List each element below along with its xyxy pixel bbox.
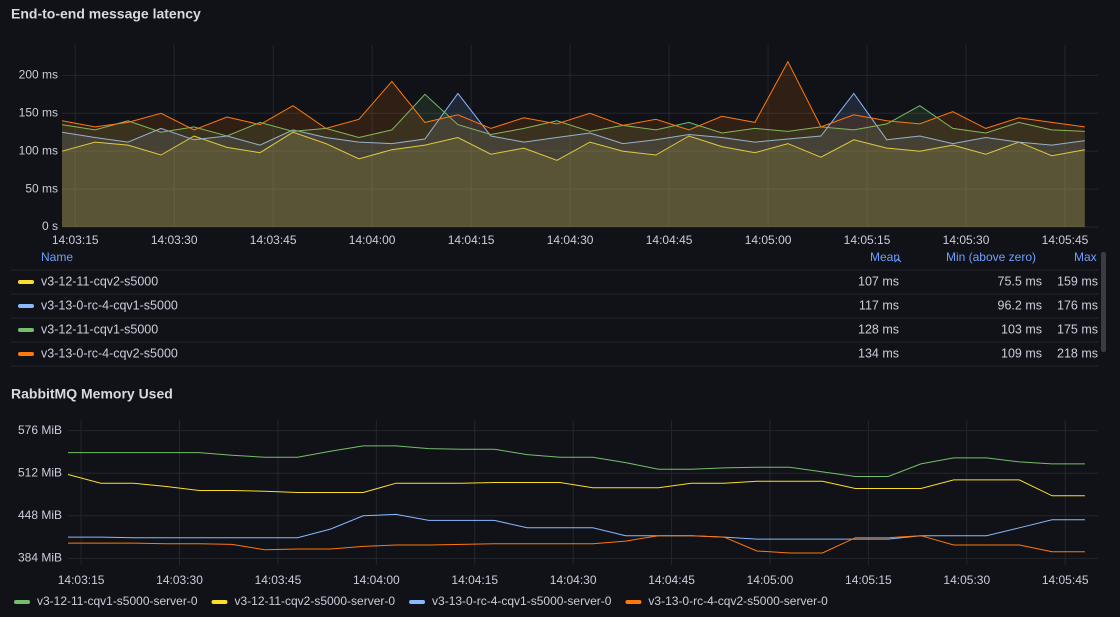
legend-min: 109 ms — [1001, 346, 1042, 360]
x-tick-label: 14:05:45 — [1042, 573, 1089, 587]
y-tick-label: 512 MiB — [18, 465, 62, 479]
y-tick-label: 100 ms — [19, 143, 58, 157]
series-line — [61, 60, 1085, 131]
x-tick-label: 14:04:15 — [451, 573, 498, 587]
series-line — [61, 92, 1085, 146]
x-tick-label: 14:03:15 — [52, 233, 99, 247]
legend-max: 218 ms — [1057, 346, 1098, 360]
x-tick-label: 14:03:30 — [156, 573, 203, 587]
legend-name: v3-12-11-cqv1-s5000 — [41, 322, 158, 336]
legend-name: v3-12-11-cqv2-s5000-server-0 — [235, 594, 396, 608]
series-line — [68, 445, 1085, 477]
x-tick-label: 14:03:30 — [151, 233, 198, 247]
x-tick-label: 14:05:15 — [845, 573, 892, 587]
x-tick-label: 14:05:00 — [747, 573, 794, 587]
series-line — [68, 535, 1085, 554]
legend-mean: 107 ms — [858, 274, 899, 288]
legend-name: v3-13-0-rc-4-cqv1-s5000-server-0 — [432, 594, 612, 608]
series-line — [61, 131, 1085, 161]
x-tick-label: 14:05:00 — [745, 233, 792, 247]
x-tick-label: 14:04:45 — [646, 233, 693, 247]
legend-min: 96.2 ms — [998, 298, 1042, 312]
y-tick-label: 384 MiB — [18, 551, 62, 565]
legend-max: 176 ms — [1057, 298, 1098, 312]
y-tick-label: 150 ms — [19, 105, 58, 119]
legend-name: v3-12-11-cqv2-s5000 — [41, 274, 158, 288]
x-tick-label: 14:04:30 — [547, 233, 594, 247]
series-line — [61, 93, 1085, 139]
legend-max: 159 ms — [1057, 274, 1098, 288]
legend-min: 103 ms — [1001, 322, 1042, 336]
y-tick-label: 200 ms — [19, 68, 58, 82]
sort-icon[interactable] — [894, 258, 902, 263]
area-fill — [62, 93, 1085, 227]
legend-column-header: Mean — [870, 250, 900, 264]
legend-column-header: Min (above zero) — [946, 250, 1036, 264]
x-tick-label: 14:04:00 — [349, 233, 396, 247]
series-line — [67, 474, 1085, 497]
legend-mean: 128 ms — [858, 322, 899, 336]
legend-mean: 117 ms — [859, 298, 899, 312]
area-fill — [62, 61, 1085, 228]
x-tick-label: 14:05:45 — [1042, 233, 1089, 247]
x-tick-label: 14:04:15 — [448, 233, 495, 247]
x-tick-label: 14:04:00 — [353, 573, 400, 587]
legend-max: 175 ms — [1057, 322, 1098, 336]
y-tick-label: 448 MiB — [18, 508, 62, 522]
legend-name: v3-13-0-rc-4-cqv2-s5000-server-0 — [648, 594, 828, 608]
legend-min: 75.5 ms — [998, 274, 1042, 288]
panel-title: RabbitMQ Memory Used — [11, 386, 173, 402]
panel-title: End-to-end message latency — [11, 6, 201, 22]
x-tick-label: 14:04:30 — [550, 573, 597, 587]
x-tick-label: 14:03:45 — [250, 233, 297, 247]
x-tick-label: 14:03:45 — [255, 573, 302, 587]
y-tick-label: 576 MiB — [18, 423, 62, 437]
area-fill — [62, 132, 1085, 227]
x-tick-label: 14:04:45 — [648, 573, 695, 587]
scrollbar[interactable] — [1101, 252, 1106, 352]
legend-column-header: Max — [1074, 250, 1097, 264]
y-tick-label: 0 s — [42, 219, 58, 233]
area-fill — [62, 94, 1085, 227]
x-tick-label: 14:05:30 — [943, 233, 990, 247]
x-tick-label: 14:05:30 — [943, 573, 990, 587]
legend-name: v3-12-11-cqv1-s5000-server-0 — [37, 594, 198, 608]
legend-name: v3-13-0-rc-4-cqv2-s5000 — [41, 346, 178, 360]
x-tick-label: 14:03:15 — [58, 573, 105, 587]
y-tick-label: 50 ms — [25, 181, 58, 195]
legend-mean: 134 ms — [858, 346, 899, 360]
legend-name: v3-13-0-rc-4-cqv1-s5000 — [41, 298, 178, 312]
x-tick-label: 14:05:15 — [844, 233, 891, 247]
legend-column-header: Name — [41, 250, 73, 264]
